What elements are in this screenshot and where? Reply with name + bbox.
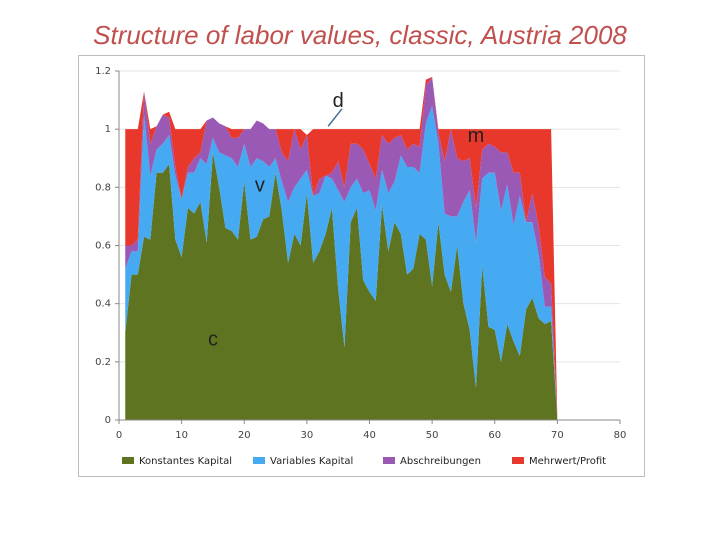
series-area xyxy=(125,105,589,421)
x-tick-label: 0 xyxy=(116,430,122,441)
series-area xyxy=(125,76,589,421)
y-tick-label: 1 xyxy=(105,124,111,135)
legend-swatch xyxy=(253,457,265,464)
y-tick-label: 0.4 xyxy=(95,299,111,310)
y-tick-label: 1.2 xyxy=(95,66,111,77)
annotation-label: d xyxy=(333,90,344,112)
y-tick-label: 0.8 xyxy=(95,182,111,193)
annotation-label: m xyxy=(468,125,485,147)
x-tick-label: 60 xyxy=(488,430,501,441)
legend-label: Abschreibungen xyxy=(400,456,481,467)
annotation-label: v xyxy=(255,174,265,196)
x-tick-label: 20 xyxy=(238,430,251,441)
annotation-label: c xyxy=(208,329,218,351)
y-tick-label: 0.6 xyxy=(95,241,111,252)
legend-label: Konstantes Kapital xyxy=(139,456,232,467)
x-tick-label: 50 xyxy=(426,430,439,441)
chart-title: Structure of labor values, classic, Aust… xyxy=(93,20,627,50)
legend-swatch xyxy=(122,457,134,464)
x-tick-label: 40 xyxy=(363,430,376,441)
y-tick-label: 0 xyxy=(105,415,111,426)
annotation-pointer xyxy=(327,108,343,127)
legend-swatch xyxy=(512,457,524,464)
series-area xyxy=(125,152,589,420)
x-tick-label: 30 xyxy=(301,430,314,441)
y-tick-label: 0.2 xyxy=(95,357,111,368)
series-area xyxy=(125,76,589,421)
legend-label: Variables Kapital xyxy=(270,456,353,467)
x-tick-label: 70 xyxy=(551,430,564,441)
legend-label: Mehrwert/Profit xyxy=(529,456,606,467)
legend-swatch xyxy=(383,457,395,464)
x-tick-label: 80 xyxy=(614,430,627,441)
x-tick-label: 10 xyxy=(175,430,188,441)
